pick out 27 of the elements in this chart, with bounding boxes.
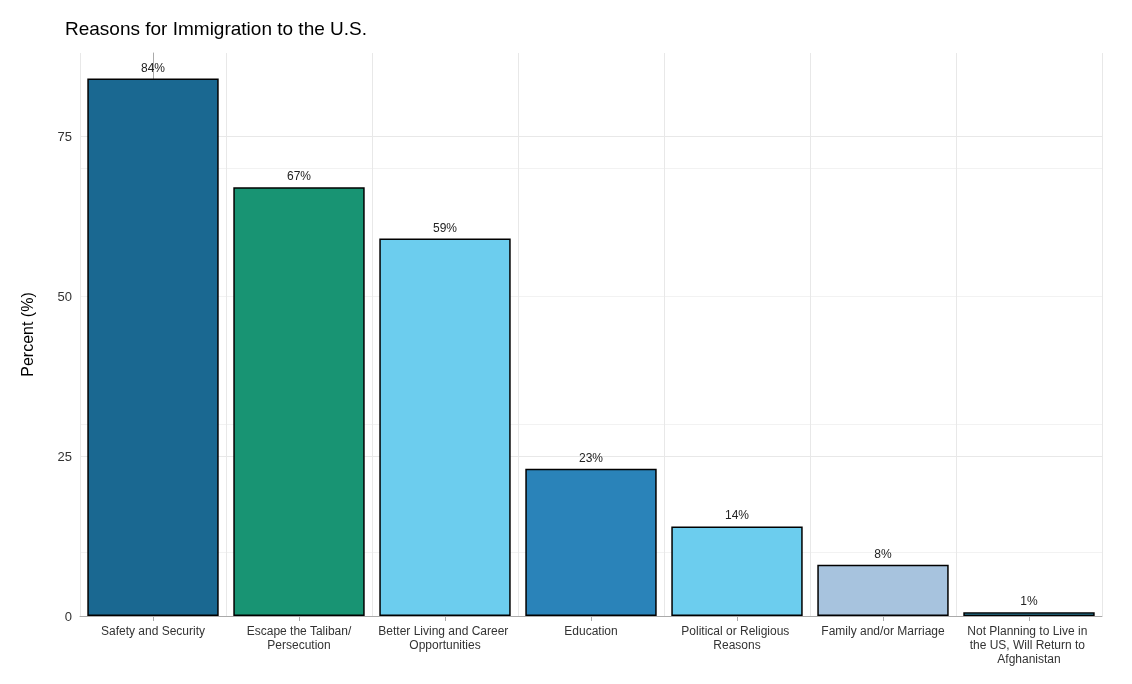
x-tick-label: Safety and Security [100,624,206,638]
y-tick-label: 75 [57,128,72,144]
bar [817,564,949,616]
y-tick-label: 25 [57,448,72,464]
x-tick-label: Better Living and Career Opportunities [378,624,512,652]
y-tick-label: 0 [64,608,72,624]
bar [87,78,219,616]
data-label: 67% [286,169,312,184]
data-label: 84% [140,60,166,75]
x-tick-label: Not Planning to Live in the US, Will Return to Afghanistan [967,624,1091,666]
x-tick-label: Family and/or Marriage [821,624,946,638]
x-tick-label: Education [564,624,618,638]
data-label: 23% [578,450,604,465]
bar [525,468,657,616]
y-tick-label: 50 [57,288,72,304]
bar [671,526,803,616]
x-tick-label: Political or Religious Reasons [681,624,793,652]
bar [963,612,1095,616]
x-tick-label: Escape the Taliban/Persecution [246,624,352,652]
chart-title: Reasons for Immigration to the U.S. [65,18,368,39]
data-label: 59% [432,220,458,235]
y-axis-title: Percent (%) [18,292,36,377]
bar [379,238,511,616]
data-label: 1% [1020,594,1038,609]
data-label: 8% [874,546,892,561]
data-label: 14% [724,508,750,523]
bar [233,187,365,616]
